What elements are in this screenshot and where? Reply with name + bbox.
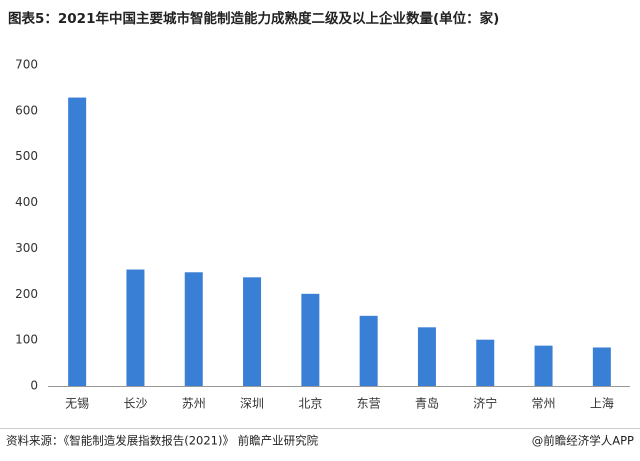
y-tick-label: 200 <box>15 287 38 301</box>
x-tick-label: 常州 <box>532 397 556 411</box>
bar <box>534 345 553 386</box>
bar <box>592 347 611 386</box>
source: 资料来源：《智能制造发展指数报告(2021)》 前瞻产业研究院 <box>6 434 319 448</box>
x-tick-label: 济宁 <box>473 396 497 411</box>
y-tick-label: 700 <box>15 58 38 72</box>
x-tick-label: 长沙 <box>123 397 147 411</box>
x-tick-label: 东营 <box>357 397 381 411</box>
x-tick-label: 上海 <box>590 396 614 411</box>
x-tick-label: 北京 <box>298 397 322 411</box>
x-tick-label: 苏州 <box>182 397 206 411</box>
bar <box>243 277 262 386</box>
y-tick-label: 400 <box>15 195 38 209</box>
y-tick-label: 500 <box>15 149 38 163</box>
y-tick-label: 600 <box>15 103 38 117</box>
bar <box>359 315 378 386</box>
x-tick-label: 深圳 <box>240 397 264 411</box>
bar <box>476 339 495 386</box>
x-tick-label: 无锡 <box>65 396 89 411</box>
y-tick-label: 100 <box>15 333 38 347</box>
y-tick-label: 0 <box>30 379 38 393</box>
y-tick-label: 300 <box>15 241 38 255</box>
credit: @前瞻经济学人APP <box>532 434 634 448</box>
chart-title: 图表5：2021年中国主要城市智能制造能力成熟度二级及以上企业数量(单位：家) <box>8 10 499 27</box>
bar <box>68 97 87 387</box>
bar <box>184 272 203 386</box>
bar <box>301 293 320 386</box>
x-tick-label: 青岛 <box>415 396 439 411</box>
bar <box>126 269 145 386</box>
bar <box>417 327 436 386</box>
